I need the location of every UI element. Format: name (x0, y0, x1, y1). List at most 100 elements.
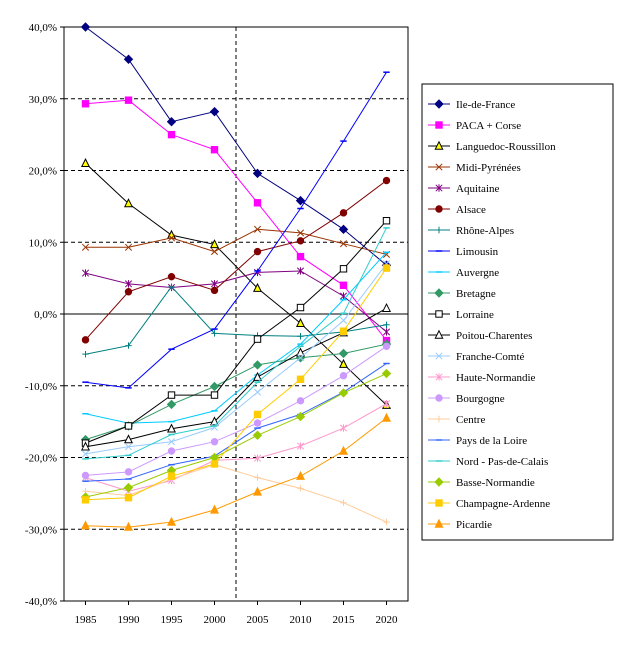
legend-swatch-marker (434, 477, 444, 487)
data-point (296, 397, 305, 405)
data-point (124, 493, 133, 502)
series-line (85, 270, 387, 333)
data-point (210, 145, 219, 154)
data-point (123, 521, 134, 531)
legend-label: Picardie (456, 519, 492, 531)
data-point (80, 441, 91, 451)
series-nord-pas-de-calais (82, 227, 390, 460)
series-line (85, 26, 387, 266)
data-point (297, 485, 304, 492)
legend-swatch-marker (434, 140, 444, 150)
series-layer (80, 22, 392, 531)
legend-label: Auvergne (456, 267, 499, 279)
legend-label: Pays de la Loire (456, 435, 527, 447)
data-point (125, 342, 132, 349)
data-point (383, 518, 390, 526)
data-point (339, 209, 348, 217)
series-line (85, 285, 387, 355)
legend-item: Rhône-Alpes (428, 225, 514, 237)
y-axis: 40,0% 30,0% 20,0% 10,0% 0,0% -10,0% -20,0% -30,… (25, 22, 64, 608)
legend-item: Limousin (428, 246, 499, 258)
series-lorraine (81, 217, 391, 447)
series-poitou-charentes (80, 302, 392, 451)
data-point (253, 454, 262, 462)
data-point (81, 471, 90, 480)
legend-item: Lorraine (428, 309, 494, 321)
data-point (167, 447, 176, 455)
legend-swatch-marker (435, 352, 443, 360)
legend: Ile-de-France PACA + Corse Languedoc-Rouss… (421, 83, 614, 541)
series-line (85, 162, 387, 406)
x-tick-label: 2005 (247, 614, 270, 626)
data-point (124, 280, 133, 288)
data-point (296, 303, 305, 312)
legend-box (421, 83, 614, 541)
y-tick-label: -40,0% (25, 596, 57, 608)
y-tick-label: -30,0% (25, 524, 57, 536)
data-point (338, 388, 349, 398)
legend-label: Centre (456, 414, 485, 426)
data-point (210, 438, 219, 446)
legend-label: Ile-de-France (456, 99, 515, 111)
data-point (168, 283, 175, 290)
data-point (383, 321, 390, 328)
y-tick-label: 0,0% (34, 309, 57, 321)
data-point (253, 419, 262, 427)
data-point (338, 445, 349, 455)
legend-swatch-marker (435, 415, 443, 423)
legend-swatch-marker (435, 226, 443, 234)
data-point (209, 381, 220, 392)
legend-swatch-marker (435, 499, 443, 507)
x-tick-label: 2015 (333, 614, 356, 626)
x-tick-label: 1990 (118, 614, 141, 626)
data-point (382, 176, 391, 185)
x-tick-label: 2010 (290, 614, 313, 626)
data-point (252, 168, 263, 179)
legend-item: Haute-Normandie (428, 372, 536, 384)
data-point (252, 430, 263, 440)
data-point (252, 360, 263, 370)
data-point (253, 247, 262, 256)
data-point (296, 354, 305, 362)
data-point (381, 302, 392, 312)
series-line (85, 464, 387, 523)
data-point (210, 248, 219, 256)
data-point (167, 272, 176, 281)
series-midi-pyr-n-es (81, 225, 391, 259)
legend-label: Bourgogne (456, 393, 505, 405)
data-point (166, 117, 177, 127)
data-point (82, 350, 89, 358)
data-point (209, 106, 220, 117)
data-point (339, 316, 348, 325)
data-point (167, 438, 176, 446)
series-line (85, 220, 387, 444)
data-point (339, 327, 348, 335)
data-point (210, 391, 219, 399)
legend-item: Poitou-Charentes (428, 329, 532, 342)
data-point (382, 328, 391, 336)
legend-label: Languedoc-Roussillon (456, 141, 556, 153)
legend-swatch-marker (435, 205, 443, 213)
legend-item: Auvergne (428, 267, 499, 279)
data-point (296, 237, 305, 245)
series-line (85, 267, 387, 501)
legend-label: Aquitaine (456, 183, 499, 195)
data-point (81, 336, 90, 344)
legend-swatch-marker (435, 163, 443, 171)
data-point (339, 240, 348, 248)
series-line (85, 71, 387, 389)
legend-swatch-marker (434, 99, 444, 109)
data-point (295, 347, 306, 357)
series-bourgogne (81, 342, 391, 480)
legend-label: Alsace (456, 204, 486, 216)
data-point (210, 280, 219, 288)
data-point (339, 372, 348, 380)
data-point (211, 330, 218, 337)
legend-label: Nord - Pas-de-Calais (456, 456, 548, 468)
data-point (295, 195, 306, 206)
data-point (382, 342, 391, 350)
data-point (253, 199, 262, 207)
data-point (296, 267, 305, 275)
legend-label: Poitou-Charentes (456, 330, 532, 342)
